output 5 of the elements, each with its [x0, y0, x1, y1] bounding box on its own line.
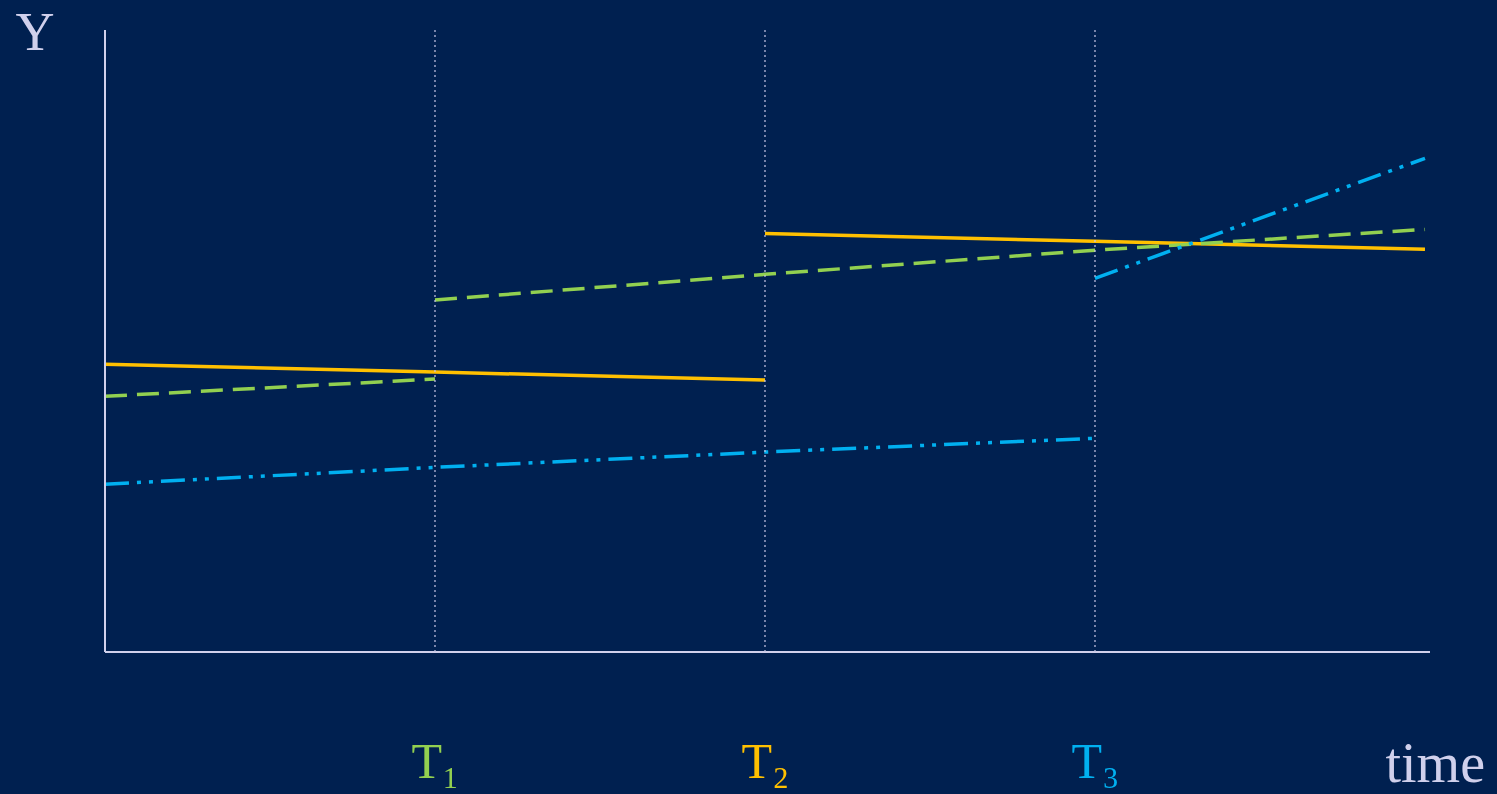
x-tick-label: T₁: [411, 732, 460, 789]
y-axis-title: Y: [15, 2, 55, 62]
x-axis-title: time: [1385, 732, 1485, 794]
x-tick-label: T₃: [1071, 732, 1120, 789]
x-tick-label: T₂: [741, 732, 790, 789]
